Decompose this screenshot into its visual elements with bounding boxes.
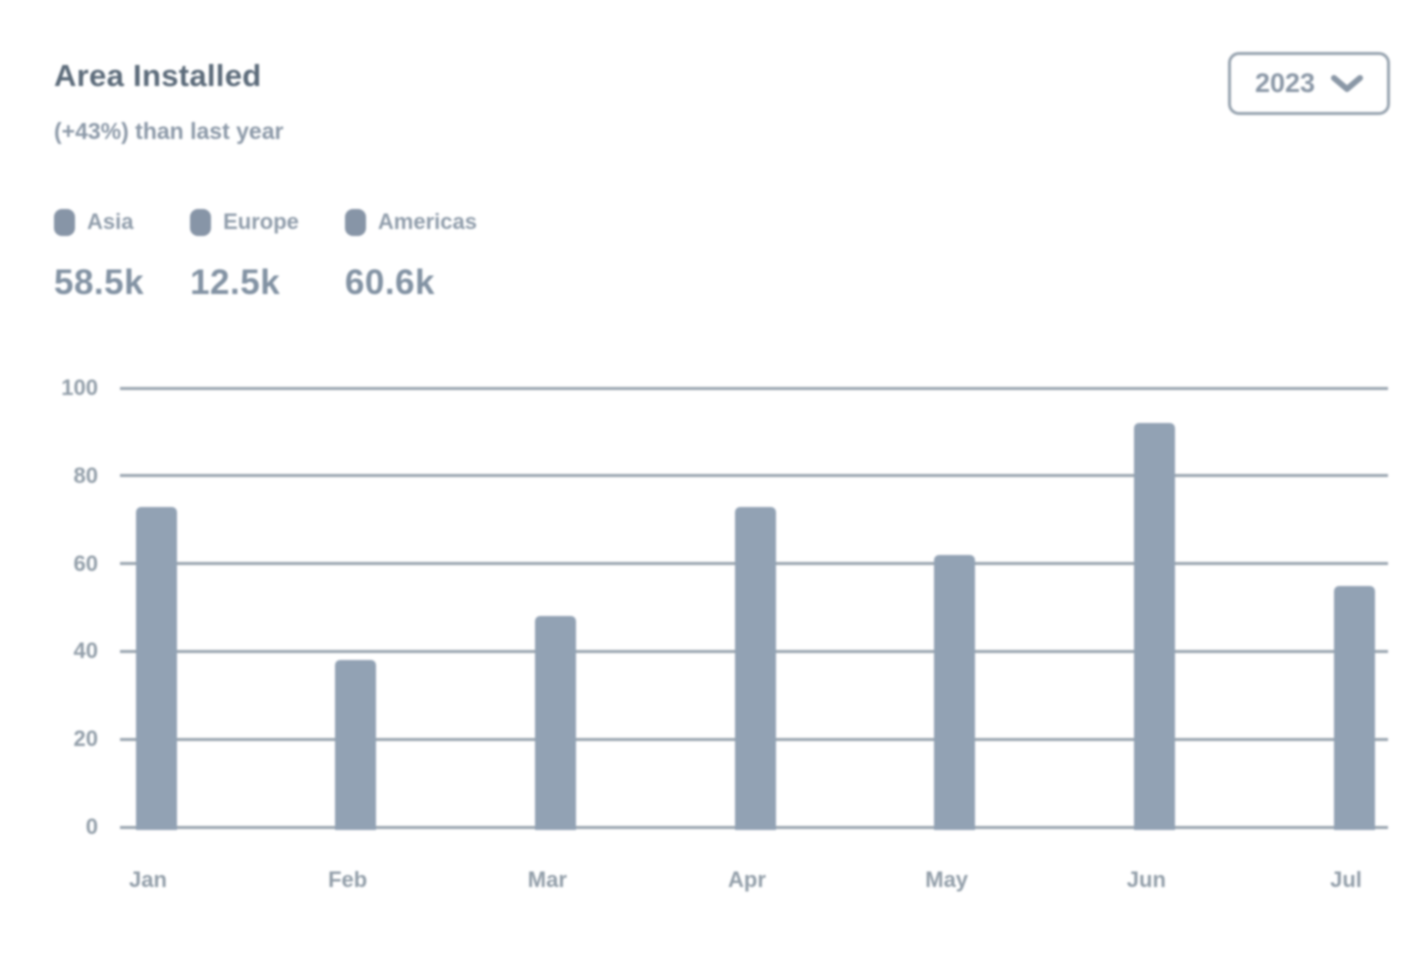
bar-apr[interactable]: [734, 506, 776, 830]
subtitle: (+43%) than last year: [54, 118, 284, 144]
y-axis-tick-label: 80: [73, 462, 98, 488]
bar-jul[interactable]: [1333, 585, 1375, 830]
legend-value: 58.5k: [54, 263, 145, 302]
bar-jan[interactable]: [135, 506, 177, 830]
y-axis-tick-label: 100: [61, 375, 98, 400]
legend-value: 60.6k: [344, 263, 435, 302]
legend-dot-asia-icon: [54, 208, 75, 236]
x-axis-label: Jun: [1126, 867, 1166, 892]
x-axis-label: Mar: [527, 867, 567, 892]
legend-item-europe: Europe 12.5k: [190, 205, 299, 303]
y-axis-tick-label: 40: [73, 638, 98, 664]
legend-item-asia: Asia 58.5k: [54, 205, 144, 303]
bar-mar[interactable]: [534, 616, 576, 830]
legend-value: 12.5k: [190, 263, 281, 302]
legend-label: Americas: [377, 209, 477, 234]
page-title: Area Installed: [54, 58, 262, 93]
legend-dot-europe-icon: [190, 208, 212, 236]
y-axis-tick-label: 60: [73, 550, 98, 576]
y-axis-tick-label: 20: [73, 726, 98, 752]
gridline-y-100: [120, 386, 1388, 390]
y-axis-tick-label: 0: [85, 814, 98, 839]
chevron-down-icon: [1331, 74, 1364, 93]
year-selector-button[interactable]: 2023: [1228, 52, 1390, 115]
legend-label: Europe: [223, 209, 299, 234]
bar-feb[interactable]: [335, 660, 377, 830]
x-axis-label: Jan: [129, 867, 167, 892]
legend: Asia 58.5k Europe 12.5k Americas 60.6k: [54, 205, 477, 303]
x-axis-label: May: [925, 867, 969, 892]
x-axis-label: Feb: [328, 867, 368, 892]
legend-dot-americas-icon: [344, 208, 366, 236]
x-axis-label: Apr: [728, 867, 766, 892]
bar-may[interactable]: [934, 554, 976, 830]
legend-label: Asia: [87, 209, 134, 234]
year-selector-label: 2023: [1254, 68, 1316, 98]
x-axis-label: Jul: [1330, 867, 1362, 892]
gridline-y-80: [120, 474, 1388, 478]
bar-jun[interactable]: [1133, 423, 1175, 830]
legend-item-americas: Americas 60.6k: [344, 205, 477, 303]
